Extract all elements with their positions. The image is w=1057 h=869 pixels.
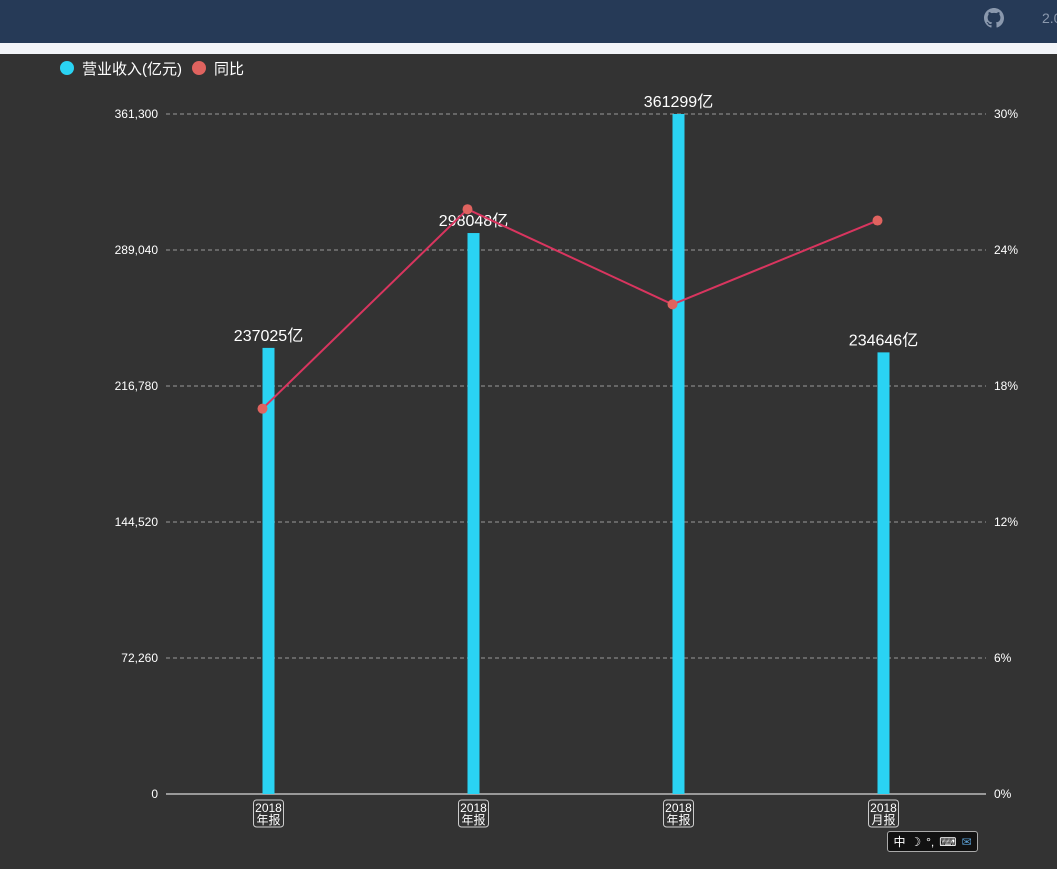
ime-toolbar[interactable]: 中 ☽ °, ⌨ ✉ [887, 831, 978, 852]
left-axis-tick-label: 289,040 [115, 243, 159, 257]
right-axis-tick-label: 30% [994, 107, 1018, 121]
right-axis-tick-label: 24% [994, 243, 1018, 257]
bar-data-label: 237025亿 [234, 327, 303, 345]
right-axis-tick-label: 0% [994, 787, 1012, 801]
chart-legend: 营业收入(亿元) 同比 [60, 58, 244, 78]
bar-data-label: 234646亿 [849, 331, 918, 349]
category-label: 年报 [461, 812, 485, 827]
line-point-yoy [257, 403, 268, 414]
header-divider-strip [0, 43, 1057, 54]
category-label: 2018 [460, 801, 487, 815]
legend-label-yoy: 同比 [214, 60, 245, 78]
left-axis-tick-label: 216,780 [115, 379, 159, 393]
legend-dot-yoy [192, 61, 206, 75]
ime-punctuation[interactable]: °, [926, 834, 935, 849]
bar-data-label: 298048亿 [439, 212, 508, 230]
bar-revenue [672, 114, 685, 794]
category-label: 2018 [870, 801, 897, 815]
right-axis-tick-label: 18% [994, 379, 1018, 393]
category-label: 月报 [871, 812, 895, 827]
version-label: 2.0 [1042, 10, 1057, 26]
top-nav-bar: 2.0 [0, 0, 1057, 43]
category-label: 2018 [255, 801, 282, 815]
legend-item-revenue[interactable]: 营业收入(亿元) [60, 58, 182, 79]
right-axis-tick-label: 6% [994, 651, 1012, 665]
category-label: 年报 [666, 812, 690, 827]
moon-icon[interactable]: ☽ [910, 834, 922, 849]
line-point-yoy [872, 215, 883, 226]
mail-icon[interactable]: ✉ [961, 834, 972, 849]
line-point-yoy [462, 204, 473, 215]
legend-item-yoy[interactable]: 同比 [192, 58, 244, 79]
bar-data-label: 361299亿 [644, 93, 713, 111]
ime-chinese-mode[interactable]: 中 [893, 835, 906, 849]
bar-revenue [877, 352, 890, 794]
left-axis-tick-label: 144,520 [115, 515, 159, 529]
legend-label-revenue: 营业收入(亿元) [82, 60, 182, 78]
category-label-box [663, 799, 694, 828]
line-yoy [261, 208, 878, 410]
line-point-yoy [667, 299, 678, 310]
legend-dot-revenue [60, 61, 74, 75]
keyboard-icon[interactable]: ⌨ [939, 834, 957, 849]
category-label: 年报 [256, 812, 280, 827]
github-icon[interactable] [984, 8, 1004, 28]
category-label-box [253, 799, 284, 828]
category-label-box [868, 799, 899, 828]
left-axis-tick-label: 361,300 [115, 107, 159, 121]
bar-revenue [262, 347, 275, 794]
bar-revenue [467, 233, 480, 794]
right-axis-tick-label: 12% [994, 515, 1018, 529]
category-label-box [458, 799, 489, 828]
left-axis-tick-label: 0 [151, 787, 158, 801]
left-axis-tick-label: 72,260 [121, 651, 158, 665]
category-label: 2018 [665, 801, 692, 815]
